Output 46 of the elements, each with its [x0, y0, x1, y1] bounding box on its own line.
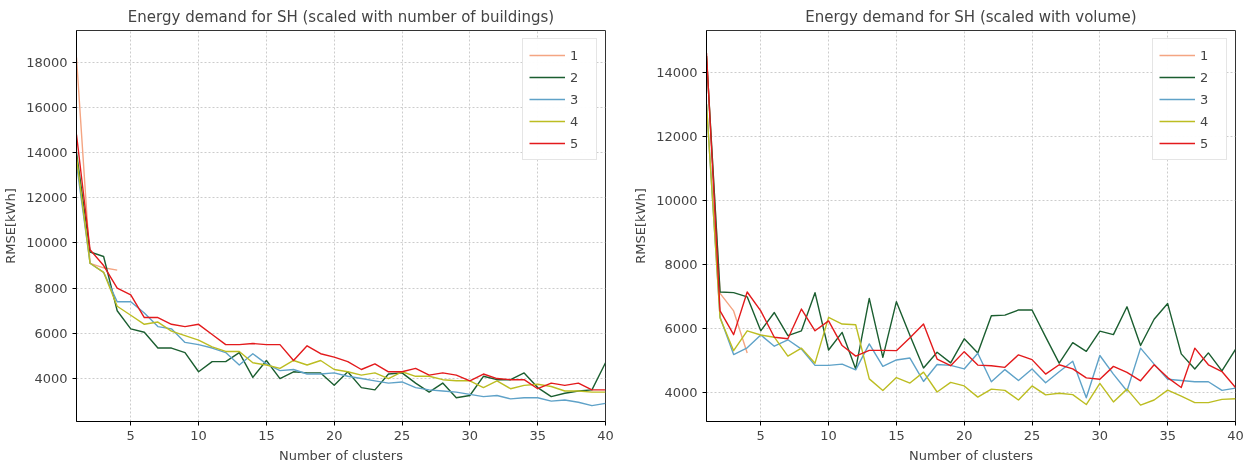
y-tick-label: 10000: [26, 235, 68, 251]
y-tick-label: 6000: [34, 325, 68, 341]
y-tick-label: 4000: [34, 371, 68, 387]
x-tick-label: 15: [258, 427, 275, 443]
y-tick-label: 18000: [26, 54, 68, 70]
y-axis-title: RMSE[kWh]: [3, 188, 19, 264]
x-tick-label: 40: [597, 427, 614, 443]
y-axis-title: RMSE[kWh]: [633, 188, 649, 264]
x-tick-label: 25: [393, 427, 411, 443]
x-axis-title: Number of clusters: [909, 447, 1034, 463]
y-tick-label: 12000: [26, 190, 68, 206]
y-tick-label: 4000: [664, 385, 698, 401]
legend-label: 4: [1200, 113, 1210, 129]
legend-label: 5: [1200, 135, 1210, 151]
x-tick-label: 25: [1023, 427, 1041, 443]
legend-label: 3: [570, 91, 580, 107]
y-tick-label: 8000: [664, 256, 698, 272]
legend-label: 1: [1200, 47, 1210, 63]
legend-label: 1: [570, 47, 580, 63]
x-tick-label: 5: [756, 427, 765, 443]
x-tick-label: 15: [888, 427, 905, 443]
chart-title: Energy demand for SH (scaled with number of buildings): [127, 7, 555, 26]
legend-label: 4: [570, 113, 580, 129]
legend-label: 2: [570, 69, 580, 85]
y-tick-label: 6000: [664, 321, 698, 337]
x-tick-label: 10: [820, 427, 837, 443]
chart-title: Energy demand for SH (scaled with volume): [805, 7, 1137, 26]
y-tick-label: 10000: [656, 192, 698, 208]
y-tick-label: 14000: [656, 64, 698, 80]
x-tick-label: 5: [126, 427, 135, 443]
x-axis-title: Number of clusters: [279, 447, 404, 463]
y-tick-label: 16000: [26, 99, 68, 115]
y-tick-label: 8000: [34, 280, 68, 296]
x-tick-label: 35: [1159, 427, 1176, 443]
y-tick-label: 14000: [26, 145, 68, 161]
x-tick-label: 30: [1091, 427, 1109, 443]
x-tick-label: 35: [529, 427, 546, 443]
x-tick-label: 20: [325, 427, 343, 443]
x-tick-label: 30: [461, 427, 479, 443]
x-tick-label: 20: [955, 427, 973, 443]
legend-label: 5: [570, 135, 580, 151]
x-tick-label: 10: [190, 427, 207, 443]
y-tick-label: 12000: [656, 128, 698, 144]
x-tick-label: 40: [1227, 427, 1244, 443]
legend-label: 3: [1200, 91, 1210, 107]
legend-label: 2: [1200, 69, 1210, 85]
